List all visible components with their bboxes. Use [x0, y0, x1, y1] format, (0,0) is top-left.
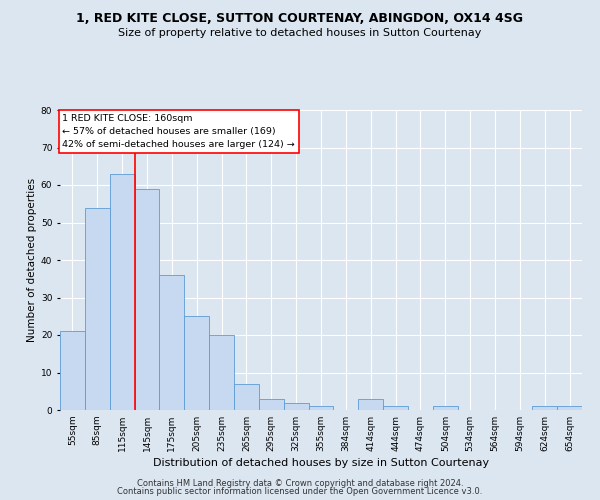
Bar	[209, 335, 234, 410]
Text: Contains HM Land Registry data © Crown copyright and database right 2024.: Contains HM Land Registry data © Crown c…	[137, 478, 463, 488]
Bar	[234, 384, 259, 410]
Bar	[259, 399, 284, 410]
Bar	[557, 406, 582, 410]
Bar	[184, 316, 209, 410]
Bar	[532, 406, 557, 410]
Bar	[433, 406, 458, 410]
Text: Contains public sector information licensed under the Open Government Licence v3: Contains public sector information licen…	[118, 487, 482, 496]
Text: 1 RED KITE CLOSE: 160sqm
← 57% of detached houses are smaller (169)
42% of semi-: 1 RED KITE CLOSE: 160sqm ← 57% of detach…	[62, 114, 295, 149]
Bar	[284, 402, 308, 410]
Text: 1, RED KITE CLOSE, SUTTON COURTENAY, ABINGDON, OX14 4SG: 1, RED KITE CLOSE, SUTTON COURTENAY, ABI…	[77, 12, 523, 26]
Bar	[110, 174, 134, 410]
Text: Size of property relative to detached houses in Sutton Courtenay: Size of property relative to detached ho…	[118, 28, 482, 38]
Y-axis label: Number of detached properties: Number of detached properties	[26, 178, 37, 342]
Bar	[160, 275, 184, 410]
Bar	[308, 406, 334, 410]
X-axis label: Distribution of detached houses by size in Sutton Courtenay: Distribution of detached houses by size …	[153, 458, 489, 468]
Bar	[383, 406, 408, 410]
Bar	[358, 399, 383, 410]
Bar	[85, 208, 110, 410]
Bar	[60, 331, 85, 410]
Bar	[134, 188, 160, 410]
